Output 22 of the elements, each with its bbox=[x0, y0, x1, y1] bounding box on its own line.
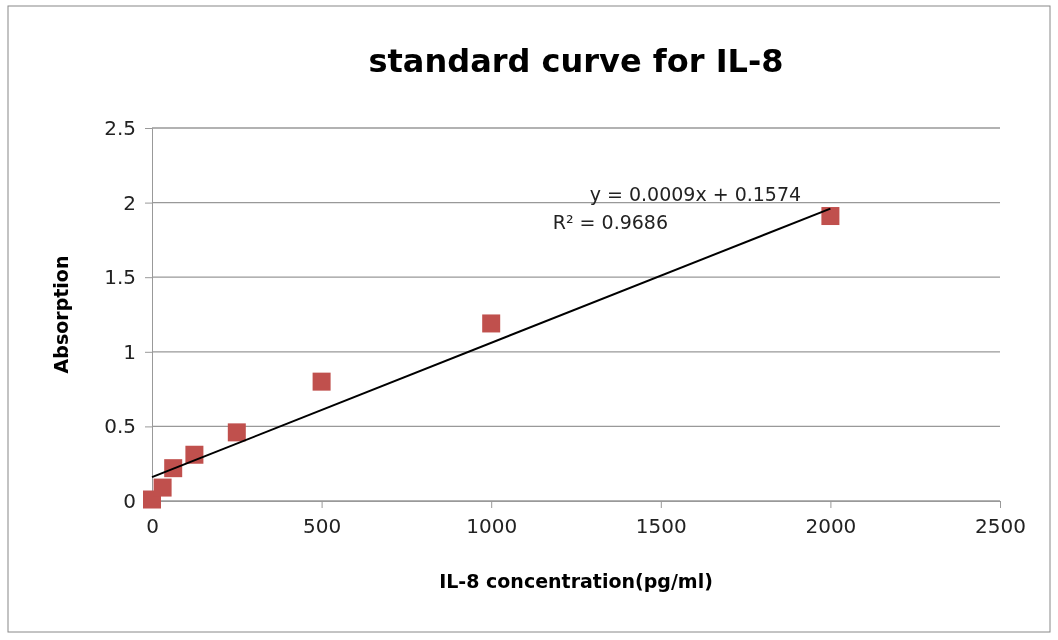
x-tick-label: 1000 bbox=[466, 514, 518, 538]
point bbox=[821, 207, 840, 226]
x-tick-label: 0 bbox=[146, 514, 159, 538]
y-tick-label: 0.5 bbox=[104, 414, 136, 439]
x-tick-label: 2000 bbox=[805, 514, 857, 538]
y-axis-title: Absorption bbox=[50, 255, 72, 374]
y-tick-label: 1 bbox=[123, 339, 136, 364]
x-axis-title: IL-8 concentration(pg/ml) bbox=[439, 570, 713, 592]
x-tick-label: 500 bbox=[303, 514, 342, 538]
x-tick-label: 2500 bbox=[975, 514, 1026, 538]
annotation: y = 0.0009x + 0.1574 bbox=[589, 182, 802, 205]
y-tick-label: 2.5 bbox=[104, 115, 136, 140]
y-tick-label: 0 bbox=[123, 488, 136, 513]
annotation: R² = 0.9686 bbox=[552, 210, 669, 233]
x-tick-label: 1500 bbox=[635, 514, 687, 538]
y-tick-label: 1.5 bbox=[104, 265, 136, 290]
y-tick-label: 2 bbox=[123, 190, 136, 215]
point bbox=[482, 314, 501, 333]
point bbox=[312, 372, 331, 391]
point bbox=[153, 478, 172, 497]
point bbox=[227, 423, 246, 442]
chart-title: standard curve for IL-8 bbox=[368, 42, 784, 80]
